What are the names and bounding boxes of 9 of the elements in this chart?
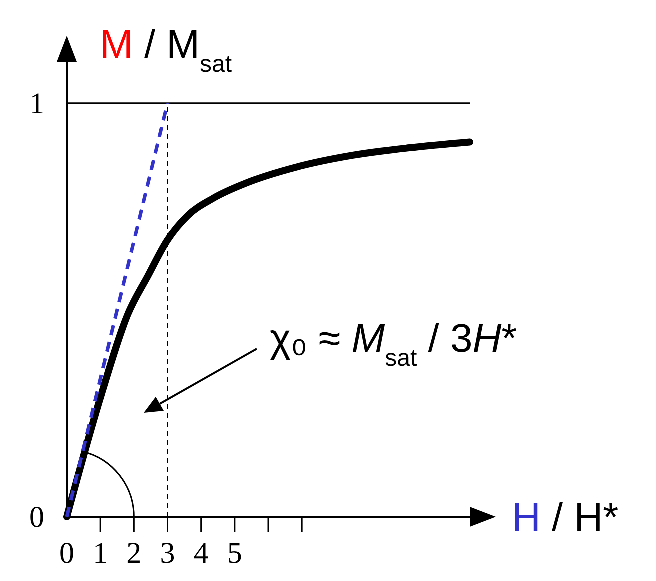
x-tick-label: 3 [160,537,176,570]
x-tick-label: 2 [126,537,142,570]
x-tick-label: 4 [194,537,209,570]
x-axis-title: H / H* [512,496,619,540]
annotation: χ₀ ≈ M$_{sat}$ / 3H* [270,317,518,372]
x-tick-label: 5 [227,537,242,570]
x-tick-label: 1 [93,537,108,570]
y-axis-title: M / M$_{sat}$ [100,23,232,78]
x-tick-label: 0 [60,537,74,570]
